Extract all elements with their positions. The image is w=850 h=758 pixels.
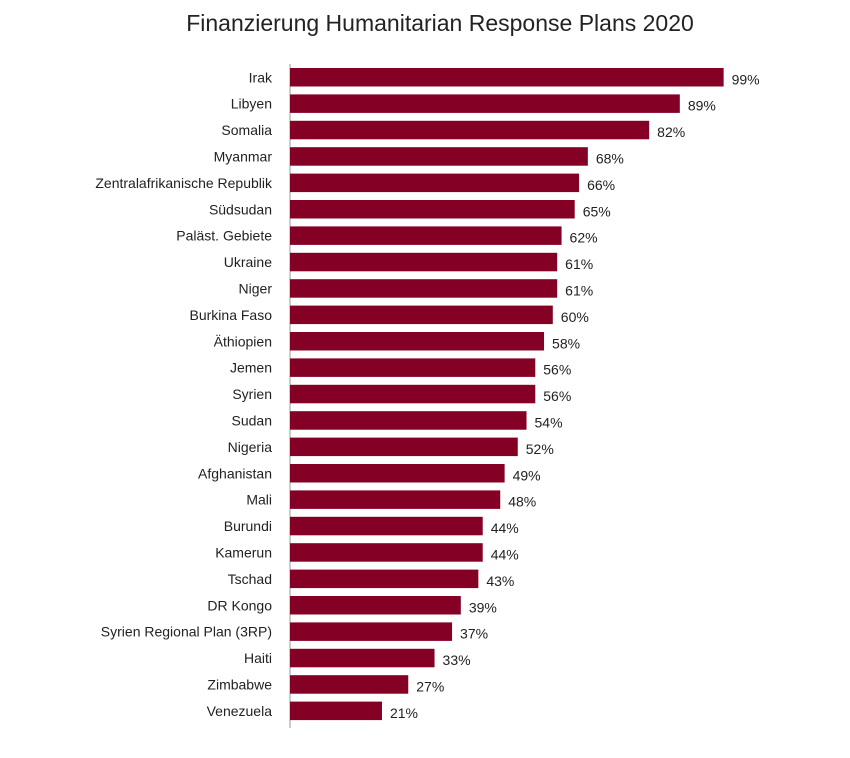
bar-23 [290,675,409,694]
bar-18 [290,543,483,562]
category-label: Ukraine [224,254,272,270]
category-label: Nigeria [228,439,273,455]
category-labels-group: Irak Libyen Somalia Myanmar Zentralafrikanis… [95,69,273,719]
category-label: Afghanistan [198,465,272,481]
value-label: 37% [460,626,488,642]
value-label: 89% [688,98,716,114]
bar-0 [290,68,724,87]
category-label: Kamerun [215,544,272,560]
bar-9 [290,305,553,325]
category-label: Burkina Faso [190,307,273,323]
category-label: Myanmar [214,148,273,164]
category-label: Zimbabwe [207,676,272,692]
value-label: 65% [583,203,611,219]
bar-5 [290,200,575,219]
category-label: Paläst. Gebiete [176,228,272,244]
value-label: 52% [526,441,554,457]
bar-13 [290,411,527,430]
category-label: Somalia [221,122,272,138]
category-label: Mali [246,492,272,508]
category-label: Zentralafrikanische Republik [95,175,273,191]
value-label: 62% [570,230,598,246]
bar-1 [290,94,680,113]
value-label: 66% [587,177,615,193]
bar-15 [290,464,505,483]
value-label: 60% [561,309,589,325]
bar-6 [290,226,562,245]
bar-20 [290,596,461,615]
bar-24 [290,701,382,721]
value-label: 21% [390,705,418,721]
value-label: 61% [565,256,593,272]
bar-7 [290,252,558,272]
value-label: 68% [596,150,624,166]
value-label: 39% [469,599,497,615]
bar-12 [290,384,536,404]
bar-3 [290,147,588,166]
category-label: DR Kongo [207,597,272,613]
value-label: 58% [552,335,580,351]
bar-21 [290,622,453,641]
value-label: 56% [543,388,571,404]
chart-title: Finanzierung Humanitarian Response Plans… [186,10,694,36]
category-label: Südsudan [209,201,272,217]
value-label: 99% [732,71,760,87]
value-label: 56% [543,362,571,378]
category-label: Sudan [232,412,272,428]
bar-10 [290,332,545,351]
category-label: Libyen [231,96,272,112]
value-label: 44% [491,520,519,536]
category-label: Äthiopien [214,333,272,349]
value-label: 27% [416,678,444,694]
category-label: Haiti [244,650,272,666]
value-label: 54% [535,414,563,430]
value-label: 49% [513,467,541,483]
bar-17 [290,516,483,536]
bar-8 [290,279,558,298]
value-label: 33% [443,652,471,668]
bar-4 [290,173,580,193]
bar-14 [290,437,518,457]
category-label: Niger [239,280,273,296]
category-label: Irak [249,69,273,85]
category-label: Burundi [224,518,272,534]
bar-19 [290,569,479,589]
category-label: Syrien [232,386,272,402]
value-label: 61% [565,282,593,298]
value-label: 48% [508,494,536,510]
bar-22 [290,648,435,668]
category-label: Tschad [228,571,272,587]
value-labels-group: 99% 89%82% 68% 66% 65% 62% 61% 61% 60% 58% 56% 56% 5… [390,71,760,721]
bars-group [290,68,724,721]
category-label: Jemen [230,360,272,376]
category-label: Syrien Regional Plan (3RP) [101,624,272,640]
value-label: 43% [486,573,514,589]
bar-16 [290,490,501,509]
bar-11 [290,358,536,377]
value-label: 44% [491,546,519,562]
category-label: Venezuela [207,703,273,719]
bar-2 [290,120,650,140]
value-label: 82% [657,124,685,140]
